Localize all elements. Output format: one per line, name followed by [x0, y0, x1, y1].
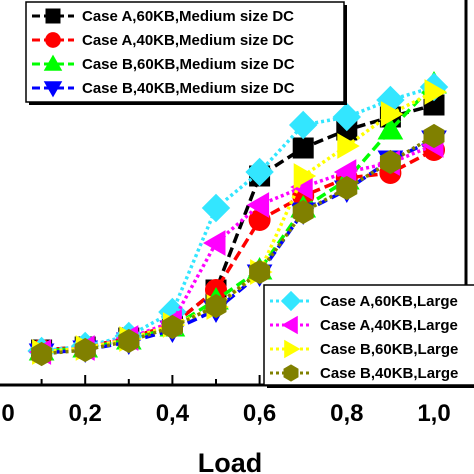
legend-upper: Case A,60KB,Medium size DC Case A,40KB,Me… [25, 1, 347, 105]
legend-label: Case B,40KB,Medium size DC [82, 80, 295, 97]
x-tick-label: 0,6 [243, 400, 276, 427]
series-line [41, 134, 435, 356]
legend-label: Case A,60KB,Large [320, 293, 458, 310]
x-tick-label: 1,0 [417, 400, 450, 427]
series-line [41, 90, 435, 354]
legend-marker [280, 290, 302, 312]
x-tick-label: 0,0 [0, 400, 15, 427]
data-point [288, 110, 318, 140]
series-line [41, 138, 435, 355]
x-tick-label: 0,2 [69, 400, 102, 427]
axes: 0,0 0,2 0,4 0,6 0,8 1,0 [0, 0, 474, 427]
data-point [249, 259, 271, 285]
data-point [337, 133, 360, 159]
data-point [379, 149, 401, 175]
data-point [336, 175, 358, 201]
data-point [201, 193, 231, 223]
legend-marker [283, 364, 299, 382]
legend-marker [284, 339, 301, 359]
data-point [161, 314, 183, 340]
data-point [293, 163, 317, 189]
legend-label: Case A,40KB,Medium size DC [82, 32, 294, 49]
data-point [245, 157, 274, 187]
data-point [424, 79, 448, 105]
series-layer [27, 70, 449, 367]
data-point [246, 192, 270, 218]
data-point [74, 337, 96, 363]
data-point [423, 123, 445, 149]
x-axis-title: Load [198, 448, 263, 474]
legend-label: Case B,60KB,Large [320, 341, 458, 358]
legend-lower: Case A,60KB,Large Case A,40KB,Large Case B… [263, 284, 474, 388]
legend-marker [45, 8, 61, 24]
x-tick-label: 0,8 [330, 400, 363, 427]
legend-label: Case A,40KB,Large [320, 317, 458, 334]
legend-label: Case B,60KB,Medium size DC [82, 56, 295, 73]
data-point [205, 293, 227, 319]
data-point [118, 328, 140, 354]
data-point [202, 230, 226, 256]
data-point [31, 341, 53, 367]
legend-label: Case A,60KB,Medium size DC [82, 8, 294, 25]
legend-box [25, 1, 345, 103]
series-8 [31, 123, 445, 367]
legend-marker [43, 54, 63, 71]
legend-marker [43, 81, 63, 98]
data-point [380, 101, 404, 127]
legend-marker [281, 315, 298, 335]
legend-marker [45, 32, 61, 48]
data-point [377, 116, 404, 140]
legend-label: Case B,40KB,Large [320, 365, 458, 382]
series-line [41, 85, 435, 353]
data-point [292, 199, 314, 225]
data-point [332, 102, 362, 132]
data-point [292, 137, 314, 159]
x-tick-label: 0,4 [156, 400, 190, 427]
